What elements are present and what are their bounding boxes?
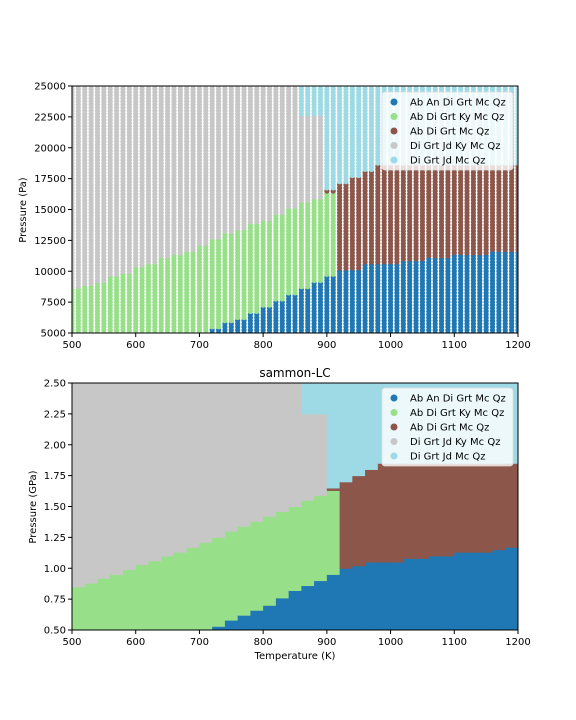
scatter-point [209,86,215,89]
scatter-point [133,86,139,89]
scatter-point [75,86,81,89]
scatter-point [196,86,203,89]
scatter-point [215,86,222,89]
scatter-point [72,86,75,89]
scatter-point [82,86,88,89]
scatter-point [114,86,120,89]
scatter-point [88,86,94,89]
scatter-chart: 500 600 700 800 900 1000 1100 12005000750010000… [18,82,531,352]
scatter-point [139,86,145,89]
scatter-plot-area [72,86,518,333]
scatter-point [184,86,190,89]
scatter-point [158,86,164,89]
scatter-point [145,86,152,89]
scatter-point [126,86,132,89]
scatter-point [203,86,209,89]
scatter-point [101,86,107,89]
scatter-point [164,86,171,89]
scatter-point [190,86,196,89]
scatter-point [171,86,177,89]
scatter-point [120,86,126,89]
scatter-point [94,86,101,89]
scatter-point [177,86,183,89]
scatter-point [107,86,113,89]
scatter-point [152,86,158,89]
